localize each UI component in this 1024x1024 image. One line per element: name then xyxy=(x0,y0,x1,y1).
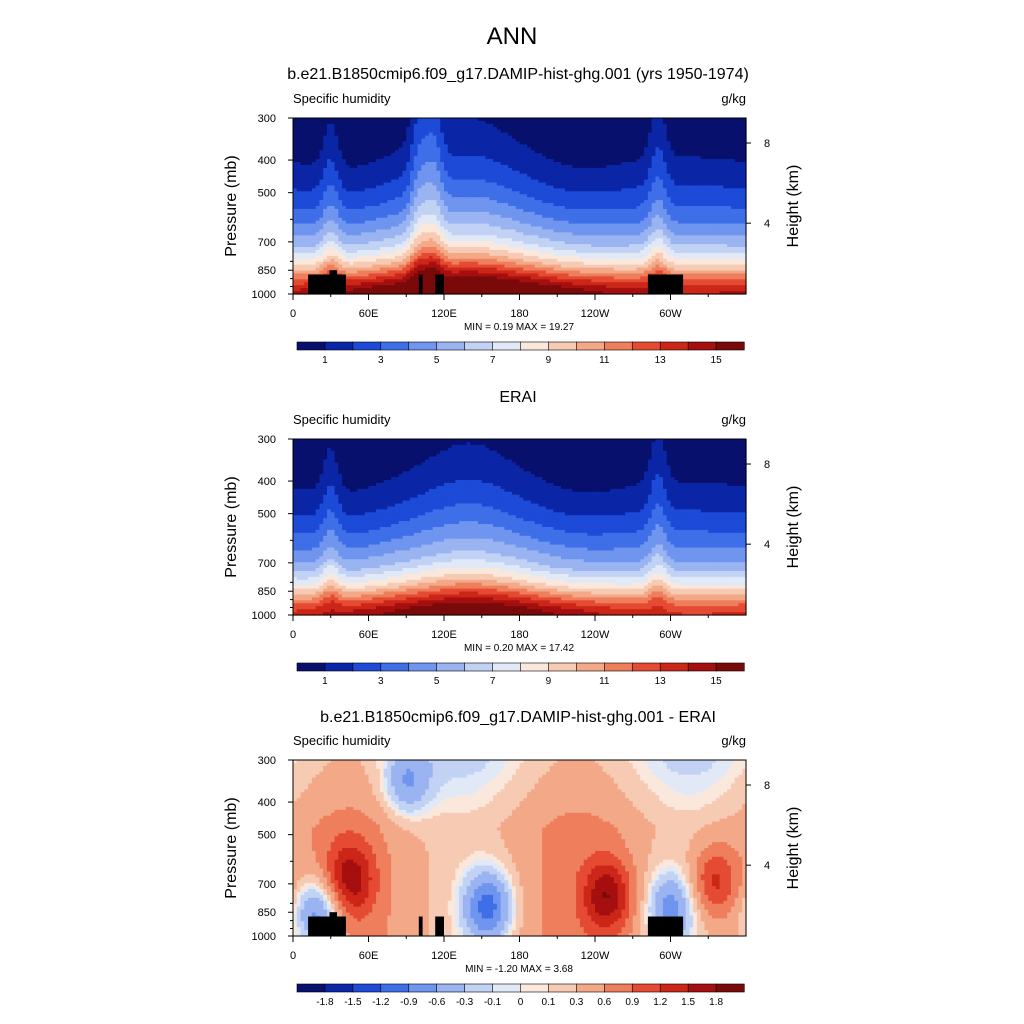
figure-title: ANN xyxy=(487,23,538,50)
panel-title-1: b.e21.B1850cmip6.f09_g17.DAMIP-hist-ghg.… xyxy=(287,66,749,83)
contour-field-1 xyxy=(293,118,747,295)
